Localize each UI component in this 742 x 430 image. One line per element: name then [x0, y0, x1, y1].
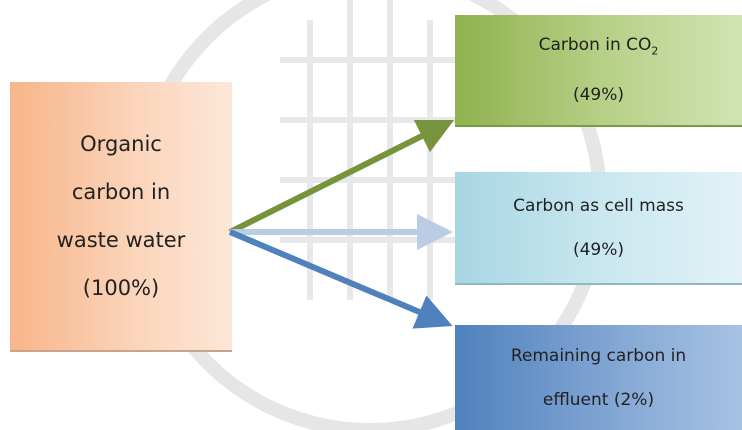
- target-line: effluent (2%): [542, 389, 655, 410]
- arrow: [228, 229, 453, 329]
- target-line: Remaining carbon in: [510, 345, 687, 366]
- arrow: [228, 119, 455, 235]
- target-box: Carbon as cell mass (49%): [455, 172, 742, 285]
- source-box: Organic carbon in waste water (100%): [10, 82, 232, 352]
- target-line: Carbon as cell mass: [513, 195, 684, 216]
- target-line: (49%): [572, 239, 625, 260]
- target-line: (49%): [572, 85, 625, 106]
- source-line: Organic: [80, 132, 162, 156]
- source-line: waste water: [56, 228, 186, 252]
- target-line: Carbon in CO2: [539, 23, 659, 73]
- source-line: carbon in: [71, 180, 171, 204]
- source-line: (100%): [82, 276, 160, 300]
- target-text: Carbon in CO: [538, 34, 652, 55]
- target-box: Remaining carbon in effluent (2%): [455, 325, 742, 430]
- target-box: Carbon in CO2 (49%): [455, 15, 742, 127]
- subscript: 2: [651, 44, 659, 58]
